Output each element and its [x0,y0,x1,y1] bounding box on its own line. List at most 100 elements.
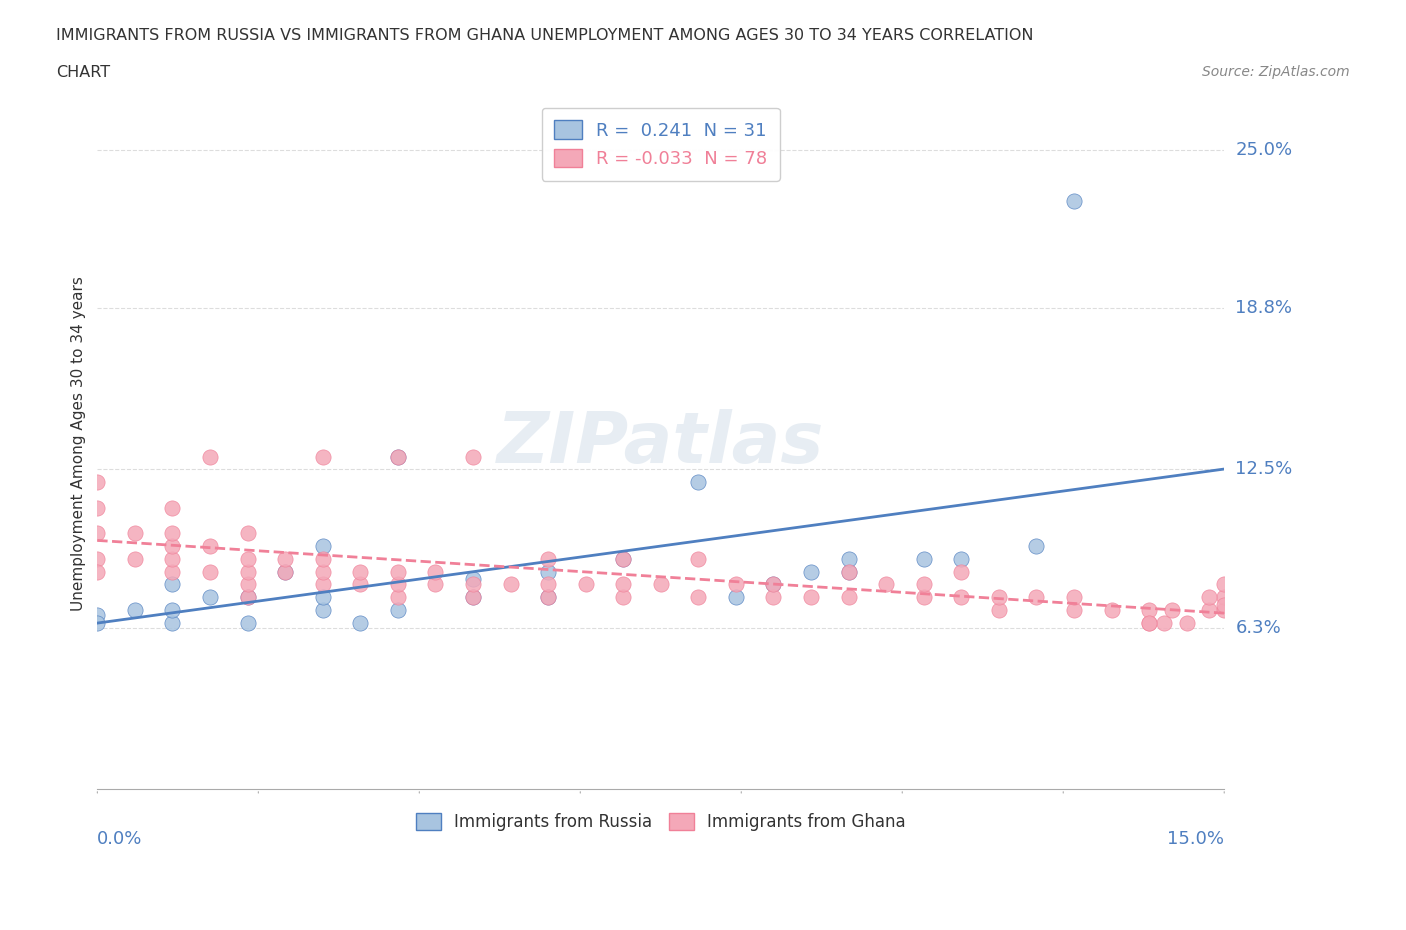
Point [387,603,409,618]
Point [537,551,560,566]
Point [1153,616,1175,631]
Point [1025,538,1047,553]
Point [387,449,409,464]
Point [349,616,371,631]
Text: 18.8%: 18.8% [1236,299,1292,317]
Point [387,565,409,579]
Point [312,565,335,579]
Point [1175,616,1198,631]
Point [1137,616,1160,631]
Point [312,590,335,604]
Point [537,577,560,591]
Point [612,577,634,591]
Point [236,551,259,566]
Text: IMMIGRANTS FROM RUSSIA VS IMMIGRANTS FROM GHANA UNEMPLOYMENT AMONG AGES 30 TO 34: IMMIGRANTS FROM RUSSIA VS IMMIGRANTS FRO… [56,28,1033,43]
Point [198,565,221,579]
Point [950,551,973,566]
Point [838,551,860,566]
Point [198,538,221,553]
Point [800,590,823,604]
Point [912,577,935,591]
Point [575,577,598,591]
Point [838,565,860,579]
Point [461,577,484,591]
Text: ZIPatlas: ZIPatlas [498,409,824,478]
Point [650,577,672,591]
Point [236,590,259,604]
Point [1198,590,1220,604]
Point [762,577,785,591]
Point [499,577,522,591]
Point [762,590,785,604]
Text: Source: ZipAtlas.com: Source: ZipAtlas.com [1202,65,1350,79]
Point [425,565,447,579]
Point [612,551,634,566]
Text: 0.0%: 0.0% [97,830,143,848]
Point [762,577,785,591]
Point [236,616,259,631]
Point [86,551,108,566]
Text: 12.5%: 12.5% [1236,460,1292,478]
Text: 6.3%: 6.3% [1236,618,1281,637]
Point [1213,577,1236,591]
Point [1160,603,1182,618]
Point [688,551,710,566]
Point [1101,603,1123,618]
Point [86,474,108,489]
Point [461,449,484,464]
Point [312,551,335,566]
Point [537,590,560,604]
Point [236,590,259,604]
Point [198,590,221,604]
Point [1137,616,1160,631]
Point [162,551,184,566]
Point [461,590,484,604]
Point [1063,590,1085,604]
Point [1025,590,1047,604]
Point [1063,603,1085,618]
Point [950,590,973,604]
Point [461,590,484,604]
Point [387,449,409,464]
Text: 15.0%: 15.0% [1167,830,1225,848]
Point [349,565,371,579]
Point [312,577,335,591]
Point [162,577,184,591]
Point [86,616,108,631]
Point [387,577,409,591]
Point [124,525,146,540]
Point [838,565,860,579]
Point [274,565,297,579]
Point [236,565,259,579]
Point [612,551,634,566]
Point [537,590,560,604]
Point [1213,590,1236,604]
Point [349,577,371,591]
Point [162,603,184,618]
Point [86,500,108,515]
Point [912,551,935,566]
Point [312,538,335,553]
Point [688,474,710,489]
Point [162,525,184,540]
Point [162,616,184,631]
Point [1063,193,1085,208]
Point [1213,597,1236,612]
Point [987,603,1010,618]
Legend: Immigrants from Russia, Immigrants from Ghana: Immigrants from Russia, Immigrants from … [404,802,918,843]
Point [612,590,634,604]
Point [274,565,297,579]
Point [987,590,1010,604]
Point [387,590,409,604]
Point [688,590,710,604]
Y-axis label: Unemployment Among Ages 30 to 34 years: Unemployment Among Ages 30 to 34 years [72,276,86,611]
Point [162,500,184,515]
Point [461,572,484,587]
Point [198,449,221,464]
Point [875,577,897,591]
Text: CHART: CHART [56,65,110,80]
Point [425,577,447,591]
Point [86,565,108,579]
Point [236,525,259,540]
Point [1213,603,1236,618]
